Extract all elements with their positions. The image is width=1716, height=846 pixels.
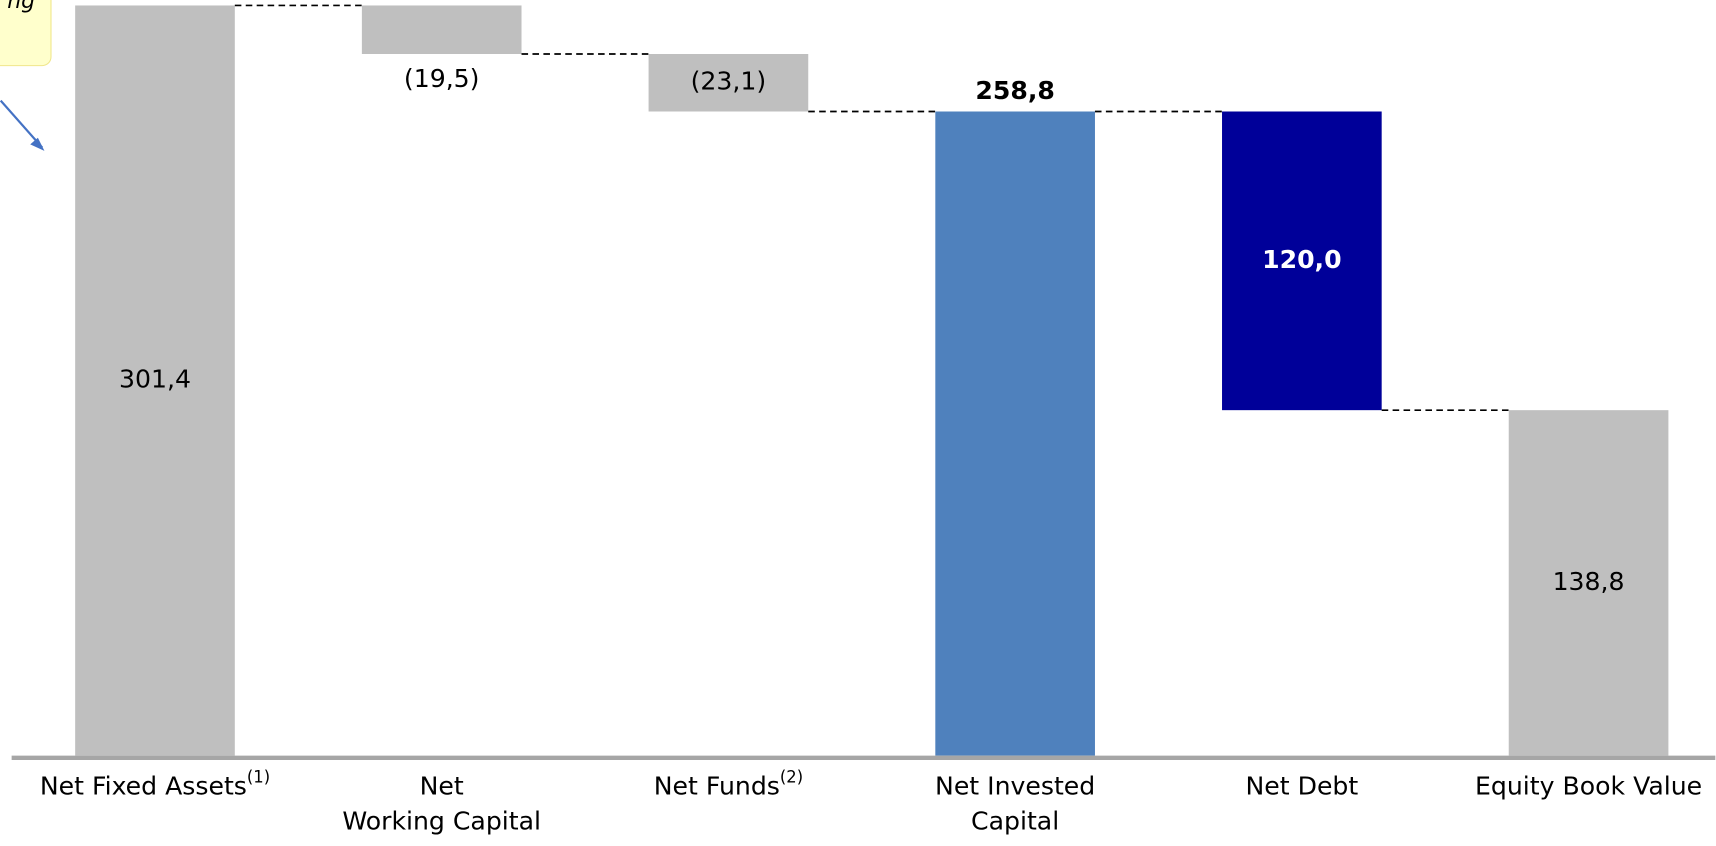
bar	[361, 5, 522, 55]
x-tick-label: Net Fixed Assets(1)	[40, 767, 270, 800]
x-tick-label: Net Invested Capital	[935, 771, 1095, 835]
arrow-head	[30, 137, 45, 151]
footnote: (2)	[780, 767, 803, 786]
annotation-box	[0, 0, 52, 67]
footnote: (1)	[247, 767, 270, 786]
x-tick-label: Net Working Capital	[342, 771, 541, 835]
bar	[648, 54, 809, 112]
x-tick-label: Equity Book Value	[1475, 771, 1702, 800]
x-tick-label: Net Debt	[1245, 771, 1358, 800]
annotation-arrow	[0, 99, 44, 149]
value-label: 120,0	[1262, 245, 1342, 274]
bar	[75, 5, 235, 756]
value-label: (23,1)	[691, 67, 767, 96]
bar	[935, 111, 1095, 756]
value-label: (19,5)	[404, 64, 480, 93]
bar	[1508, 410, 1669, 756]
bar	[1222, 111, 1382, 411]
value-label: 138,8	[1553, 567, 1625, 596]
x-tick-label: Net Funds(2)	[654, 767, 803, 800]
value-label: 301,4	[119, 365, 191, 394]
annotation: ng	[7, 0, 35, 14]
value-label: 258,8	[975, 76, 1055, 105]
